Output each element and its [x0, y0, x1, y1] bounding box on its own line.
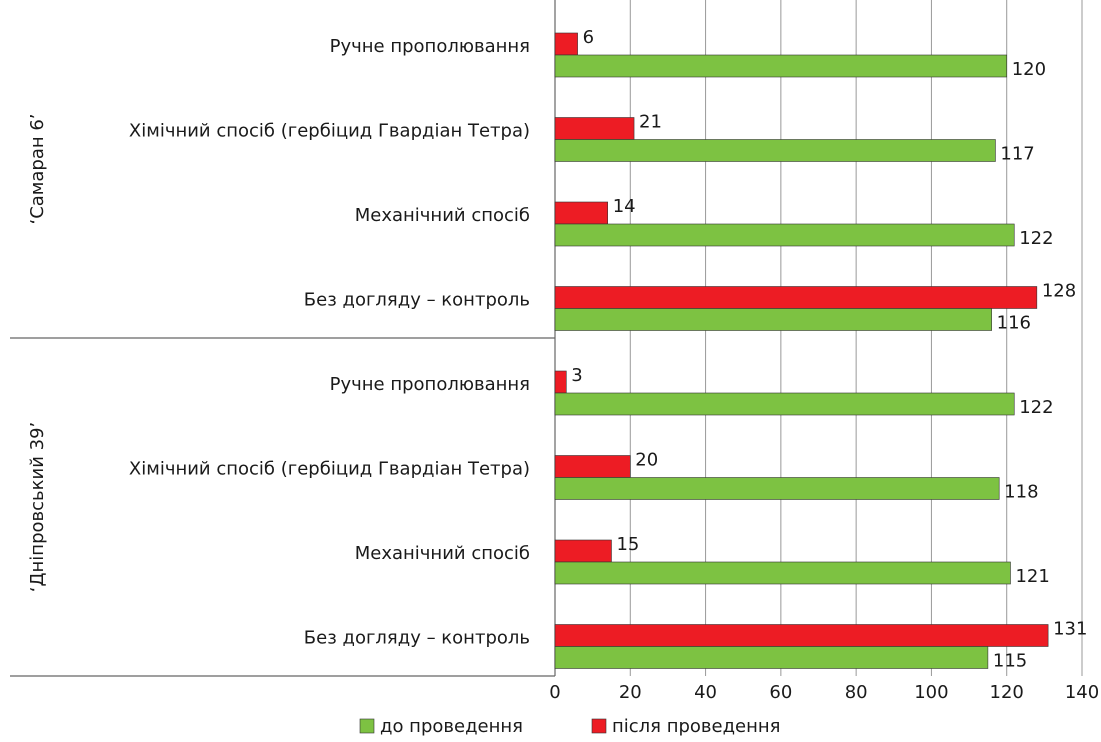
x-tick-label: 100: [914, 682, 948, 703]
value-label: 122: [1019, 228, 1053, 249]
group-label: ‘Самаран 6’: [27, 113, 48, 224]
legend-swatch: [591, 718, 607, 734]
category-label: Механічний спосіб: [355, 543, 530, 564]
x-tick-label: 20: [619, 682, 642, 703]
category-label: Хімічний спосіб (гербіцид Гвардіан Тетра…: [129, 459, 530, 480]
bar: [554, 370, 567, 394]
bar: [554, 32, 578, 56]
value-label: 20: [635, 450, 658, 471]
value-label: 131: [1053, 619, 1087, 640]
bar: [554, 646, 989, 669]
x-tick-label: 0: [549, 682, 560, 703]
bar: [554, 539, 612, 563]
bar: [554, 117, 635, 140]
category-label: Без догляду – контроль: [304, 628, 530, 649]
value-label: 14: [613, 196, 636, 217]
value-label: 120: [1012, 59, 1046, 80]
category-label: Без догляду – контроль: [304, 290, 530, 311]
category-label: Ручне прополювання: [330, 374, 530, 395]
value-label: 115: [993, 651, 1027, 672]
value-label: 21: [639, 112, 662, 133]
category-label: Ручне прополювання: [330, 36, 530, 57]
bar: [554, 561, 1011, 585]
bar: [554, 201, 609, 225]
bar: [554, 139, 996, 162]
value-label: 128: [1042, 281, 1076, 302]
bar: [554, 455, 631, 478]
x-tick-label: 40: [694, 682, 717, 703]
bar: [554, 223, 1015, 247]
x-tick-label: 140: [1065, 682, 1099, 703]
x-tick-label: 80: [845, 682, 868, 703]
value-label: 3: [571, 365, 582, 386]
legend-label: до проведення: [380, 716, 523, 737]
value-label: 116: [997, 313, 1031, 334]
group-label: ‘Дніпровський 39’: [27, 422, 48, 593]
bar: [554, 624, 1049, 647]
x-tick-label: 60: [769, 682, 792, 703]
value-label: 122: [1019, 397, 1053, 418]
bar: [554, 54, 1008, 78]
category-label: Хімічний спосіб (гербіцид Гвардіан Тетра…: [129, 121, 530, 142]
legend-label: після проведення: [612, 716, 781, 737]
value-label: 117: [1000, 144, 1034, 165]
value-label: 6: [583, 27, 594, 48]
bar: [554, 308, 992, 331]
bar: [554, 286, 1038, 309]
legend-swatch: [359, 718, 375, 734]
value-label: 121: [1015, 566, 1049, 587]
category-label: Механічний спосіб: [355, 205, 530, 226]
bar: [554, 392, 1015, 416]
bar: [554, 477, 1000, 500]
value-label: 118: [1004, 482, 1038, 503]
value-label: 15: [616, 534, 639, 555]
x-tick-label: 120: [990, 682, 1024, 703]
